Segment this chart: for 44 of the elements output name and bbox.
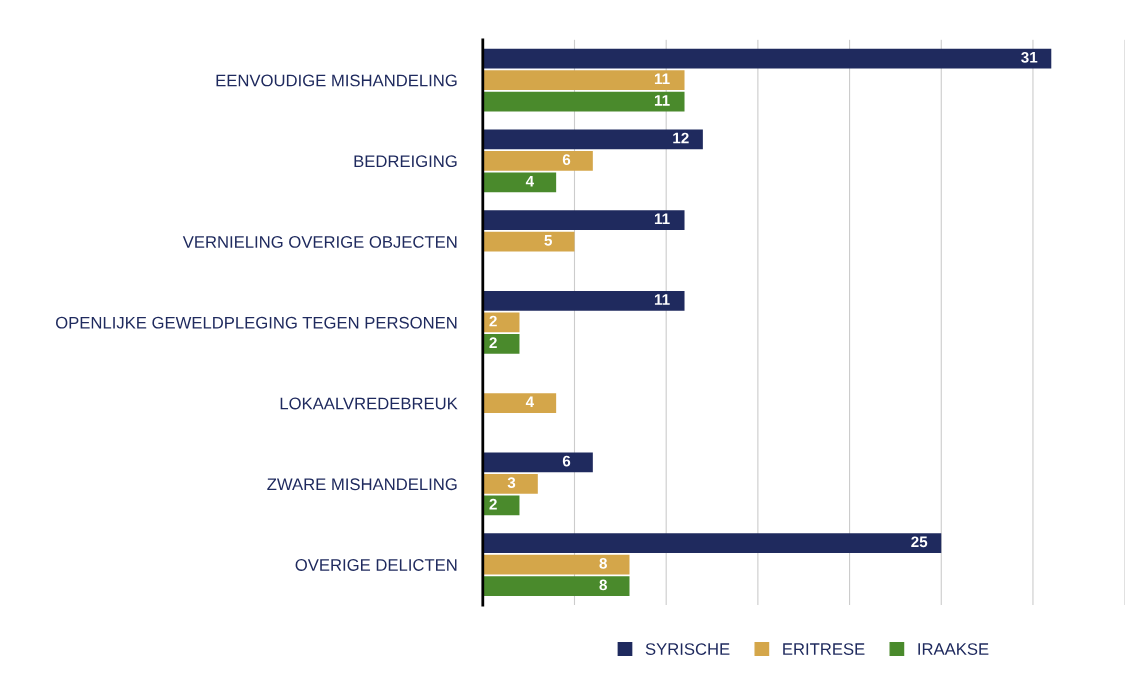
legend-label: IRAAKSE <box>918 643 989 655</box>
legend-label: SYRISCHE <box>645 643 730 655</box>
legend-label: ERITRESE <box>783 643 865 655</box>
data-label: 6 <box>562 154 571 166</box>
data-label: 2 <box>489 315 497 327</box>
data-label: 2 <box>489 337 497 348</box>
data-label: 25 <box>911 536 928 548</box>
data-label: 3 <box>507 477 516 489</box>
bar <box>482 70 685 91</box>
data-label: 11 <box>654 95 670 106</box>
data-label: 5 <box>544 235 553 246</box>
bar <box>482 129 703 150</box>
y-tick-label: VERNIELING OVERIGE OBJECTEN <box>182 236 457 248</box>
data-label: 8 <box>599 557 607 569</box>
bar <box>482 210 685 231</box>
bar <box>482 533 942 554</box>
bar <box>482 554 630 575</box>
bar <box>482 474 538 494</box>
data-label: 31 <box>1021 51 1038 63</box>
data-label: 8 <box>599 579 607 591</box>
bar <box>482 91 685 112</box>
bar <box>482 231 575 252</box>
y-tick-label: ZWARE MISHANDELING <box>267 478 457 491</box>
bar <box>482 334 520 354</box>
bar <box>482 48 1052 69</box>
data-label: 11 <box>654 213 670 225</box>
bar <box>482 151 593 171</box>
y-tick-label: BEDREIGING <box>354 155 457 168</box>
data-label: 6 <box>562 455 571 467</box>
y-tick-label: OPENLIJKE GEWELDPLEGING TEGEN PERSONEN <box>56 316 457 329</box>
bar <box>482 290 685 311</box>
data-label: 4 <box>525 396 535 408</box>
bar <box>482 172 557 193</box>
data-label: 11 <box>654 294 670 305</box>
bar <box>482 576 630 597</box>
bar <box>482 393 557 414</box>
data-label: 4 <box>525 175 535 187</box>
data-label: 11 <box>654 73 670 85</box>
bar <box>482 452 593 473</box>
y-tick-label: EENVOUDIGE MISHANDELING <box>216 74 457 87</box>
data-label: 12 <box>673 132 689 144</box>
data-label: 2 <box>489 498 497 510</box>
y-tick-label: LOKAALVREDEBREUK <box>280 397 458 410</box>
y-tick-label: OVERIGE DELICTEN <box>295 559 457 571</box>
